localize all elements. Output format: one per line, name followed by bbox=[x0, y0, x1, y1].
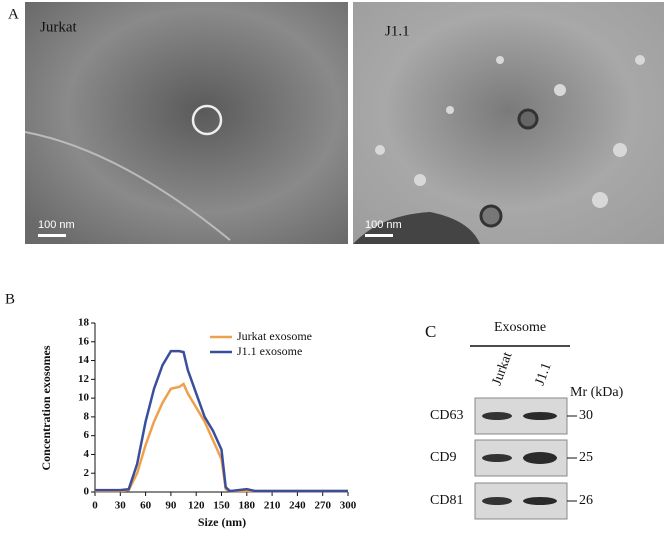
x-tick-label: 240 bbox=[289, 500, 306, 512]
band bbox=[523, 452, 557, 464]
legend-label: Jurkat exosome bbox=[237, 329, 312, 343]
scale-bar bbox=[38, 234, 66, 237]
x-tick-label: 270 bbox=[314, 500, 331, 512]
band bbox=[482, 454, 512, 462]
x-tick-label: 210 bbox=[264, 500, 281, 512]
blot: CD63 30 CD9 25 CD81 26 bbox=[430, 397, 593, 520]
y-tick-label: 16 bbox=[78, 335, 90, 347]
marker-title: Mr (kDa) bbox=[570, 385, 624, 400]
band bbox=[523, 412, 557, 420]
band bbox=[482, 412, 512, 420]
x-tick-label: 60 bbox=[140, 500, 152, 512]
y-tick-label: 0 bbox=[84, 486, 90, 498]
y-tick-label: 6 bbox=[84, 429, 90, 441]
x-tick-label: 150 bbox=[213, 500, 230, 512]
x-tick-label: 300 bbox=[340, 500, 357, 512]
micrograph bbox=[25, 2, 348, 244]
exosome bbox=[191, 104, 223, 136]
particles bbox=[375, 55, 645, 208]
series-line bbox=[95, 349, 348, 493]
y-tick-label: 10 bbox=[78, 392, 90, 404]
x-tick-label: 180 bbox=[239, 500, 256, 512]
micrograph bbox=[353, 2, 664, 244]
panel-label: A bbox=[8, 6, 19, 22]
y-axis-label: Concentration exosomes bbox=[39, 345, 53, 470]
micrograph-label: Jurkat bbox=[40, 19, 77, 35]
x-tick-label: 30 bbox=[115, 500, 127, 512]
scale-bar bbox=[365, 234, 393, 237]
scale-label: 100 nm bbox=[38, 219, 75, 231]
row-label: CD81 bbox=[430, 493, 463, 508]
fiber bbox=[24, 131, 231, 241]
marker-label: 25 bbox=[579, 450, 593, 465]
legend-label: J1.1 exosome bbox=[237, 344, 302, 358]
x-tick-label: 90 bbox=[165, 500, 177, 512]
band bbox=[523, 497, 557, 505]
series-line bbox=[95, 382, 348, 493]
y-tick-label: 4 bbox=[84, 448, 90, 460]
y-tick-label: 12 bbox=[78, 373, 90, 385]
row-label: CD63 bbox=[430, 408, 463, 423]
x-tick-label: 120 bbox=[188, 500, 205, 512]
exosome bbox=[517, 108, 539, 130]
lane-label: J1.1 bbox=[533, 361, 555, 388]
x-axis-label: Size (nm) bbox=[198, 515, 246, 529]
lane-label: Jurkat bbox=[490, 350, 516, 387]
row-label: CD9 bbox=[430, 450, 456, 465]
band bbox=[482, 497, 512, 505]
marker-label: 26 bbox=[579, 493, 593, 508]
y-tick-label: 18 bbox=[78, 317, 90, 329]
x-tick-label: 0 bbox=[92, 500, 98, 512]
scale-label: 100 nm bbox=[365, 219, 402, 231]
panel-label: C bbox=[425, 322, 436, 341]
panel-label: B bbox=[5, 291, 15, 307]
y-tick-label: 8 bbox=[84, 410, 90, 422]
micrograph-label: J1.1 bbox=[385, 23, 410, 39]
y-tick-label: 14 bbox=[78, 354, 90, 366]
y-tick-label: 2 bbox=[84, 467, 90, 479]
blot-title: Exosome bbox=[494, 320, 546, 335]
marker-label: 30 bbox=[579, 408, 593, 423]
exosome bbox=[479, 204, 503, 228]
